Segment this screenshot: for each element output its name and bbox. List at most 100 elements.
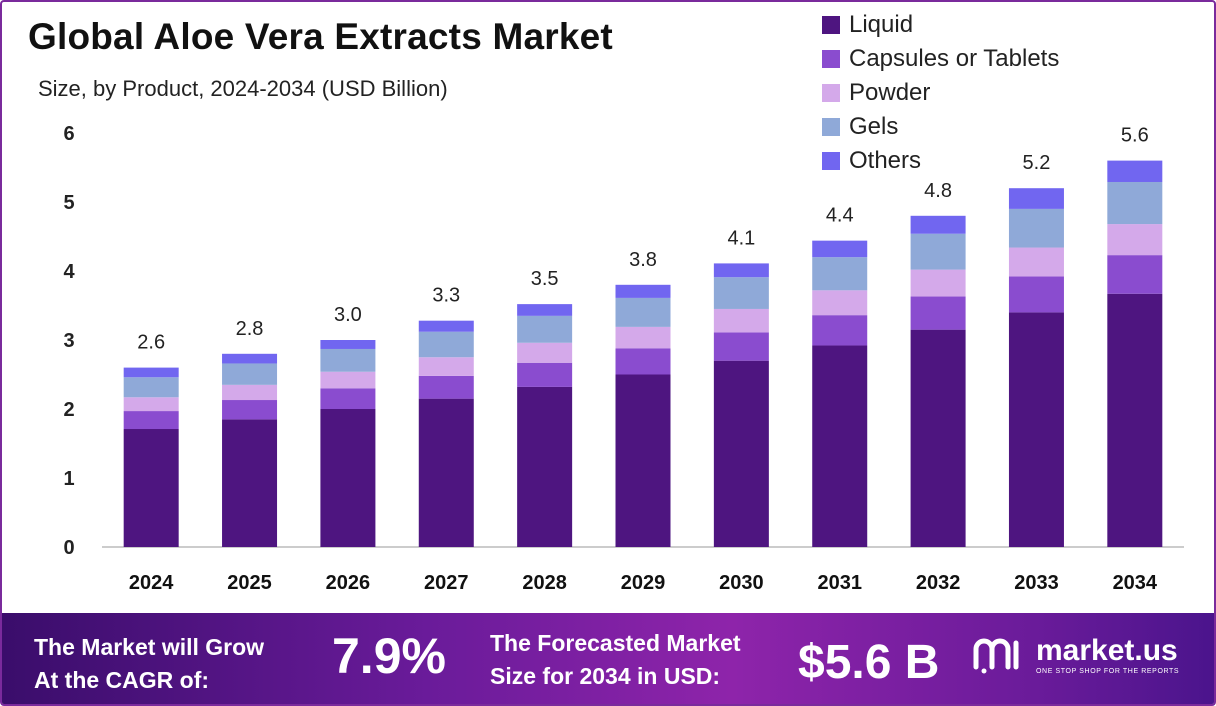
legend-label-capsules: Capsules or Tablets [849, 45, 1060, 72]
bar-2031-powder [812, 290, 868, 316]
bar-2032-powder [910, 269, 966, 297]
footer-banner: The Market will Grow At the CAGR of: 7.9… [2, 613, 1214, 704]
bar-2033-liquid [1008, 312, 1064, 547]
brand-tagline: ONE STOP SHOP FOR THE REPORTS [1036, 667, 1180, 675]
bar-2033-gels [1008, 208, 1064, 248]
bar-2024-gels [123, 377, 179, 398]
legend-swatch-powder [822, 84, 840, 102]
forecast-caption-line-2: Size for 2034 in USD: [490, 663, 721, 689]
total-label-2025: 2.8 [236, 318, 264, 340]
brand-text: market.us ONE STOP SHOP FOR THE REPORTS [1036, 633, 1180, 675]
bar-2028-liquid [517, 386, 573, 547]
total-label-2030: 4.1 [727, 227, 755, 249]
legend-label-others: Others [849, 147, 922, 174]
y-tick-label-4: 4 [63, 261, 75, 283]
legend-label-liquid: Liquid [849, 11, 914, 38]
bar-2030-gels [713, 277, 769, 309]
total-label-2033: 5.2 [1023, 152, 1051, 174]
chart-legend: Liquid Capsules or Tablets Powder Gels O… [822, 8, 1059, 178]
bar-2028-powder [517, 342, 573, 363]
bar-2025-liquid [222, 419, 278, 547]
forecast-caption-line-1: The Forecasted Market [490, 630, 741, 656]
y-tick-label-5: 5 [63, 192, 74, 214]
bar-2027-others [418, 320, 474, 332]
bar-2032-capsules-or-tablets [910, 296, 966, 330]
bar-2030-liquid [713, 360, 769, 547]
bar-2024-powder [123, 397, 179, 412]
bar-2031-capsules-or-tablets [812, 315, 868, 346]
y-tick-label-6: 6 [63, 123, 74, 145]
bar-2034-others [1107, 160, 1163, 182]
legend-item-liquid: Liquid [822, 8, 1059, 42]
legend-swatch-capsules [822, 50, 840, 68]
bar-2033-powder [1008, 247, 1064, 277]
total-label-2026: 3.0 [334, 304, 362, 326]
bar-2031-gels [812, 257, 868, 291]
x-tick-label-2030: 2030 [719, 572, 764, 594]
total-label-2024: 2.6 [137, 332, 165, 354]
legend-swatch-liquid [822, 16, 840, 34]
total-label-2031: 4.4 [826, 205, 854, 227]
bar-2028-capsules-or-tablets [517, 362, 573, 387]
bar-2029-capsules-or-tablets [615, 348, 671, 375]
bar-2034-gels [1107, 181, 1163, 225]
x-tick-label-2028: 2028 [522, 572, 567, 594]
brand-name: market.us [1036, 633, 1178, 667]
brand-logo[interactable]: market.us ONE STOP SHOP FOR THE REPORTS [972, 635, 1179, 675]
legend-label-gels: Gels [849, 113, 899, 140]
bar-2033-capsules-or-tablets [1008, 276, 1064, 313]
x-tick-label-2026: 2026 [326, 572, 371, 594]
bar-2033-others [1008, 188, 1064, 209]
legend-item-gels: Gels [822, 110, 1059, 144]
bar-2027-capsules-or-tablets [418, 375, 474, 399]
bar-2030-others [713, 263, 769, 278]
stacked-bar-chart: 0 1 2 3 4 5 6 2.6 2024 2.8 2025 3.0 2026 3.3 2027 3.5 20… [63, 123, 1184, 594]
bar-2032-gels [910, 233, 966, 270]
bar-2026-others [320, 340, 376, 349]
total-label-2032: 4.8 [924, 180, 952, 202]
bar-2027-liquid [418, 398, 474, 547]
bar-2025-gels [222, 363, 278, 385]
y-tick-label-3: 3 [63, 330, 74, 352]
x-tick-label-2025: 2025 [227, 572, 272, 594]
bar-2028-others [517, 304, 573, 316]
cagr-caption-line-2: At the CAGR of: [34, 667, 210, 693]
bar-2030-capsules-or-tablets [713, 332, 769, 361]
bar-2025-capsules-or-tablets [222, 400, 278, 420]
legend-item-capsules: Capsules or Tablets [822, 42, 1059, 76]
bar-2034-powder [1107, 224, 1163, 256]
bar-2026-capsules-or-tablets [320, 388, 376, 409]
bar-2024-liquid [123, 429, 179, 547]
bar-2026-liquid [320, 409, 376, 547]
bar-2024-capsules-or-tablets [123, 411, 179, 430]
bar-2026-powder [320, 371, 376, 389]
total-label-2029: 3.8 [629, 249, 657, 271]
bar-2032-others [910, 215, 966, 234]
bar-2029-gels [615, 297, 671, 327]
x-tick-label-2032: 2032 [916, 572, 961, 594]
bar-2030-powder [713, 308, 769, 333]
bar-2029-others [615, 284, 671, 298]
total-label-2028: 3.5 [531, 268, 559, 290]
legend-swatch-gels [822, 118, 840, 136]
bar-2027-gels [418, 331, 474, 358]
forecast-value: $5.6 B [798, 636, 940, 689]
cagr-caption-line-1: The Market will Grow [34, 634, 265, 660]
cagr-caption: The Market will Grow At the CAGR of: [34, 631, 324, 697]
bar-2032-liquid [910, 329, 966, 547]
bar-2029-liquid [615, 374, 671, 547]
bar-2025-powder [222, 384, 278, 401]
market-us-logo-icon [973, 638, 1019, 674]
legend-label-powder: Powder [849, 79, 931, 106]
y-tick-label-0: 0 [63, 537, 74, 559]
bar-2026-gels [320, 348, 376, 372]
bar-2031-others [812, 240, 868, 258]
x-tick-label-2034: 2034 [1113, 572, 1158, 594]
x-tick-label-2024: 2024 [129, 572, 174, 594]
bar-2024-others [123, 367, 179, 378]
chart-subtitle: Size, by Product, 2024-2034 (USD Billion… [38, 76, 448, 101]
y-tick-label-2: 2 [63, 399, 74, 421]
bar-2025-others [222, 353, 278, 364]
bar-2034-capsules-or-tablets [1107, 255, 1163, 294]
